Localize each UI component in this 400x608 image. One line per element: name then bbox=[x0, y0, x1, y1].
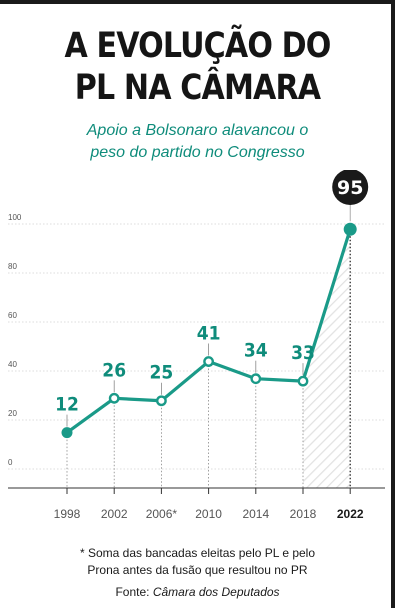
data-point bbox=[61, 427, 73, 439]
footnote-line-1: * Soma das bancadas eleitas pelo PL e pe… bbox=[79, 546, 316, 560]
x-tick-label: 2014 bbox=[242, 507, 269, 521]
source-label: Fonte: bbox=[115, 585, 150, 599]
top-frame-bar bbox=[0, 0, 395, 4]
data-label: 34 bbox=[244, 340, 268, 362]
y-tick-label: 40 bbox=[8, 360, 17, 369]
y-tick-label: 60 bbox=[8, 311, 17, 320]
source-name: Câmara dos Deputados bbox=[152, 585, 280, 599]
x-tick-label: 2010 bbox=[195, 507, 222, 521]
data-point bbox=[297, 375, 309, 387]
footnote-line-2: Prona antes da fusão que resultou no PR bbox=[87, 563, 308, 577]
x-tick-label: 2022 bbox=[337, 507, 364, 521]
data-label: 95 bbox=[337, 177, 363, 199]
data-label: 25 bbox=[150, 362, 174, 384]
x-tick-label: 2018 bbox=[290, 507, 317, 521]
x-tick-label: 2002 bbox=[101, 507, 128, 521]
y-tick-label: 20 bbox=[8, 409, 17, 418]
subtitle-line-1: Apoio a Bolsonaro alavancou o bbox=[86, 122, 309, 139]
area-fill bbox=[303, 229, 351, 488]
guide-lines bbox=[66, 229, 351, 488]
highlight-badge bbox=[332, 170, 369, 205]
right-frame-bar bbox=[391, 0, 395, 608]
data-point bbox=[155, 395, 167, 407]
title-line-1: A EVOLUÇÃO DO bbox=[64, 26, 331, 66]
data-label: 12 bbox=[55, 394, 79, 416]
data-point bbox=[203, 356, 215, 367]
highlight-area bbox=[303, 229, 351, 488]
y-tick-label: 100 bbox=[8, 213, 22, 222]
data-point bbox=[108, 392, 120, 404]
source-note: Fonte: Câmara dos Deputados bbox=[0, 585, 395, 599]
y-tick-label: 0 bbox=[8, 458, 13, 467]
data-labels: 12 26 25 41 34 33 95 bbox=[55, 170, 369, 427]
data-point bbox=[250, 373, 262, 385]
x-tick-label: 1998 bbox=[54, 507, 81, 521]
data-point bbox=[343, 222, 357, 236]
x-axis: 1998 2002 2006* 2010 2014 2018 2022 bbox=[8, 487, 385, 521]
grid-lines: 0 20 40 60 80 100 bbox=[8, 213, 385, 470]
line-chart: 0 20 40 60 80 100 12 26 25 41 34 33 95 1998 2002 2006… bbox=[8, 170, 385, 521]
subtitle-line-2: peso do partido no Congresso bbox=[90, 144, 305, 161]
y-tick-label: 80 bbox=[8, 262, 17, 271]
data-label: 33 bbox=[291, 342, 315, 364]
data-points bbox=[61, 222, 357, 439]
x-tick-label: 2006* bbox=[146, 507, 178, 521]
data-label: 26 bbox=[102, 359, 126, 381]
title-line-2: PL NA CÂMARA bbox=[74, 68, 321, 108]
data-label: 41 bbox=[197, 323, 221, 345]
